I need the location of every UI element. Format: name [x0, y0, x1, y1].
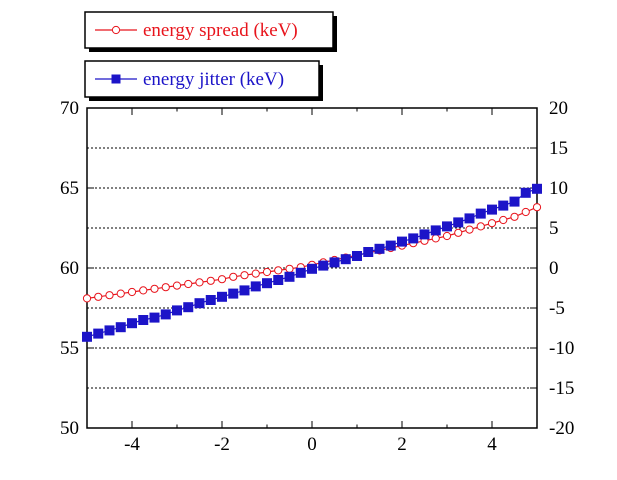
data-point-square: [464, 213, 475, 224]
data-point-square: [307, 263, 317, 274]
data-point-circle: [510, 212, 519, 221]
data-point-circle: [532, 203, 542, 212]
data-point-circle: [465, 225, 474, 234]
data-point-square: [194, 298, 205, 309]
data-point-circle: [172, 281, 182, 290]
data-point-square: [295, 267, 306, 278]
x-tick-label: -2: [214, 434, 230, 455]
x-tick-label: 2: [397, 434, 407, 455]
data-point-square: [115, 322, 126, 333]
data-point-square: [487, 204, 497, 215]
y-right-tick-label: -15: [549, 378, 574, 399]
data-point-square: [475, 208, 486, 219]
data-point-circle: [487, 219, 497, 228]
y-left-tick-label: 55: [60, 338, 79, 359]
y-left-tick-label: 50: [60, 418, 79, 439]
y-left-tick-label: 60: [60, 258, 79, 279]
legend-label: energy jitter (keV): [143, 69, 284, 90]
data-point-square: [498, 200, 509, 211]
data-point-circle: [206, 276, 215, 285]
data-point-square: [385, 240, 396, 251]
data-point-square: [138, 315, 149, 325]
data-point-square: [228, 288, 239, 299]
data-point-square: [408, 233, 419, 244]
data-point-square: [419, 229, 430, 240]
data-point-square: [262, 278, 272, 289]
data-point-circle: [105, 291, 114, 300]
data-point-square: [397, 236, 407, 247]
data-point-circle: [161, 283, 170, 292]
data-point-square: [340, 254, 351, 265]
data-point-circle: [184, 279, 193, 289]
data-point-square: [205, 295, 216, 305]
data-point-square: [217, 291, 227, 302]
data-point-square: [284, 271, 295, 282]
data-point-square: [363, 247, 374, 257]
data-point-circle: [217, 275, 227, 284]
data-point-square: [250, 281, 261, 292]
data-point-circle: [116, 289, 125, 298]
data-point-square: [374, 243, 385, 254]
legend-marker-square: [111, 74, 121, 84]
data-point-circle: [82, 294, 92, 303]
data-point-circle: [454, 228, 463, 237]
y-right-tick-label: 10: [549, 178, 568, 199]
data-point-square: [453, 217, 464, 228]
data-point-circle: [285, 264, 294, 273]
data-point-square: [509, 196, 520, 207]
data-point-square: [273, 275, 284, 285]
data-point-circle: [499, 215, 508, 225]
y-right-tick-label: -10: [549, 338, 574, 359]
data-point-circle: [139, 286, 148, 295]
legend-label: energy spread (keV): [143, 20, 298, 41]
data-point-square: [172, 305, 182, 316]
data-point-circle: [442, 231, 452, 241]
data-point-circle: [521, 207, 530, 217]
data-point-square: [352, 251, 362, 261]
data-point-square: [149, 312, 160, 323]
data-point-square: [160, 309, 171, 320]
data-point-square: [127, 318, 137, 329]
y-right-tick-label: 15: [549, 138, 568, 159]
y-left-tick-label: 70: [60, 98, 79, 119]
data-point-circle: [262, 267, 272, 277]
y-right-tick-label: 5: [549, 218, 559, 239]
data-point-circle: [229, 272, 238, 281]
data-point-square: [532, 183, 542, 194]
x-tick-label: 4: [487, 434, 497, 455]
data-point-square: [183, 302, 194, 313]
y-right-tick-label: -5: [549, 298, 565, 319]
data-point-square: [82, 331, 92, 342]
data-point-circle: [94, 292, 103, 301]
legend-marker-circle: [111, 25, 121, 35]
data-point-circle: [251, 269, 260, 278]
data-point-circle: [476, 222, 485, 231]
data-point-circle: [195, 278, 204, 287]
data-point-circle: [274, 266, 283, 275]
data-point-square: [239, 285, 250, 296]
y-right-tick-label: 20: [549, 98, 568, 119]
data-point-circle: [431, 234, 440, 243]
data-point-square: [318, 260, 329, 271]
data-point-square: [442, 221, 452, 232]
data-point-square: [93, 328, 104, 339]
data-point-circle: [240, 271, 249, 280]
data-point-square: [520, 187, 531, 198]
data-point-square: [329, 257, 340, 268]
data-point-square: [104, 325, 115, 336]
y-left-tick-label: 65: [60, 178, 79, 199]
y-right-tick-label: -20: [549, 418, 574, 439]
x-tick-label: -4: [124, 434, 140, 455]
data-point-circle: [127, 287, 137, 297]
x-tick-label: 0: [307, 434, 317, 455]
y-right-tick-label: 0: [549, 258, 559, 279]
data-point-circle: [150, 284, 159, 293]
data-point-square: [430, 225, 441, 236]
